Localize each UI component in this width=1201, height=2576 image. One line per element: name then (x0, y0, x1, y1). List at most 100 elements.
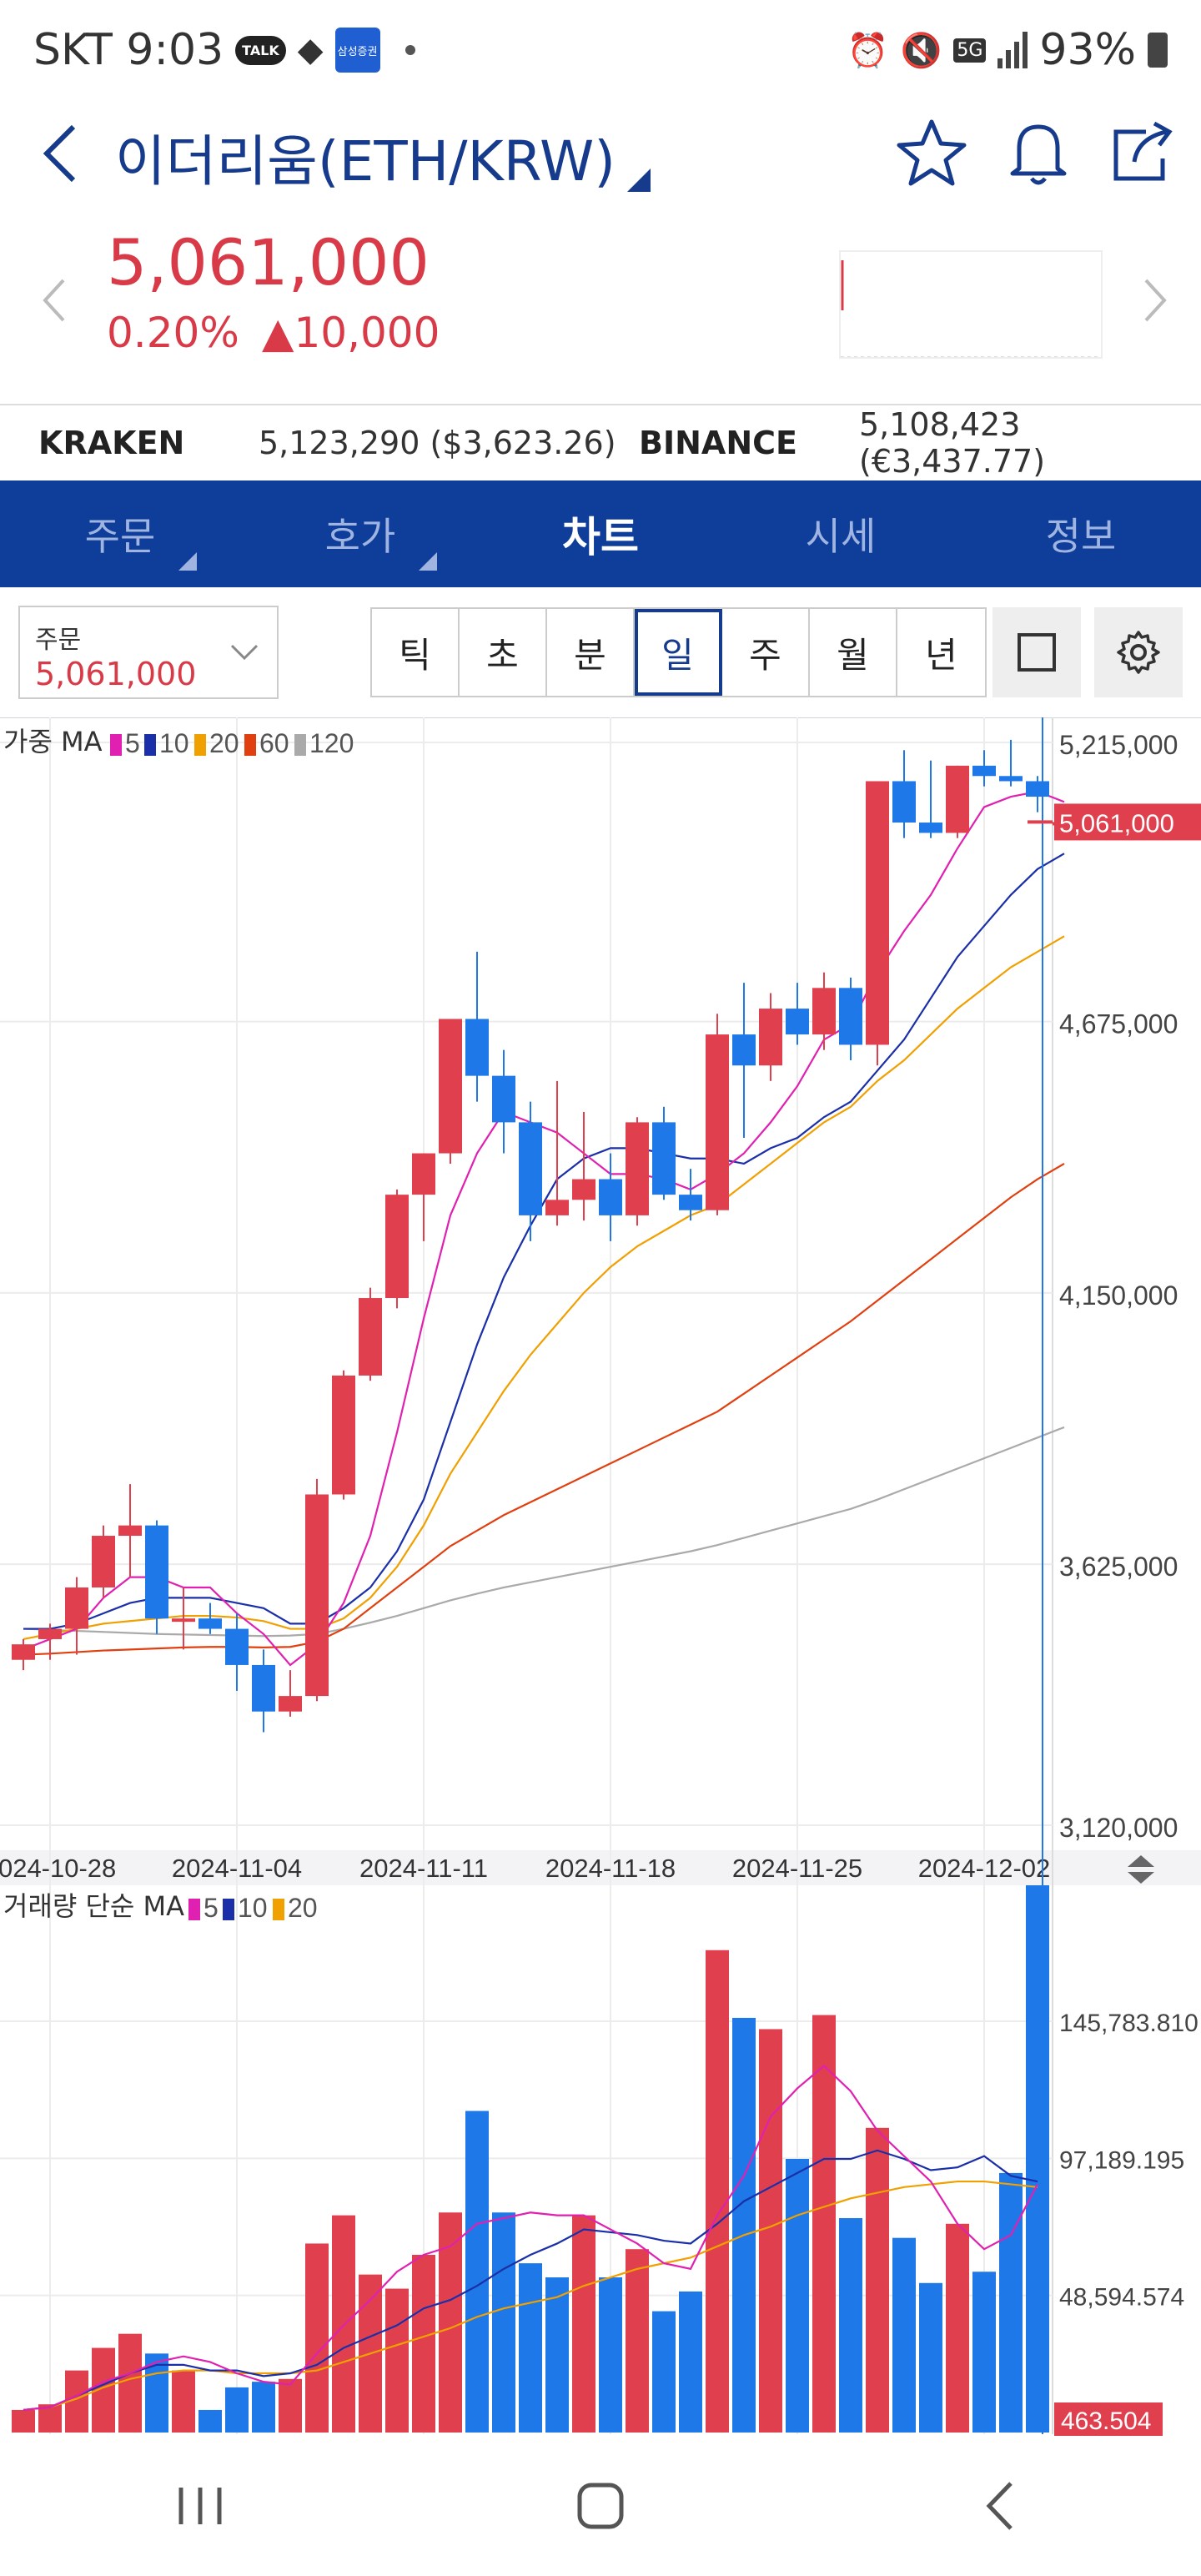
legend-label: 20 (288, 1893, 318, 1923)
candle-body (545, 1200, 569, 1215)
volume-bar (599, 2277, 622, 2433)
legend-swatch (244, 734, 256, 756)
candle-body (972, 765, 996, 777)
period-minute-button[interactable]: 분 (547, 609, 635, 696)
volume-bar (732, 2017, 756, 2433)
candle-body (359, 1298, 382, 1376)
volume-bar (572, 2215, 595, 2433)
volume-bar (465, 2111, 489, 2433)
tab-orderbook[interactable]: 호가 (240, 480, 480, 587)
volume-bar (839, 2218, 862, 2433)
candle-body (599, 1179, 622, 1215)
tab-label: 차트 (562, 513, 639, 561)
date-tick-label: 2024-11-11 (359, 1854, 488, 1883)
notification-diamond-icon: ◆ (297, 31, 324, 69)
recents-icon (178, 2488, 222, 2524)
current-price-tag (1054, 803, 1201, 841)
square-icon (1018, 633, 1056, 672)
tab-quotes[interactable]: 시세 (721, 480, 961, 587)
candle-body (892, 781, 916, 823)
volume-bar (118, 2333, 142, 2433)
volume-bar (12, 2409, 35, 2433)
price-tick-label: 5,215,000 (1059, 730, 1178, 760)
period-year-button[interactable]: 년 (925, 634, 957, 676)
volume-bar (786, 2159, 809, 2433)
volume-bar (999, 2172, 1023, 2433)
alarm-bell-icon[interactable] (1001, 115, 1076, 190)
favorite-star-icon[interactable] (894, 115, 969, 190)
exchange-name: KRAKEN (38, 425, 185, 461)
price-summary: 5,061,000 0.20% ▲10,000 (0, 217, 1201, 384)
candle-body (12, 1644, 35, 1660)
securities-app-icon: 삼성증권 (334, 28, 380, 73)
exchange-name: BINANCE (639, 425, 797, 461)
app-header: 이더리움(ETH/KRW) (0, 108, 1201, 200)
status-bar: SKT 9:03 TALK ◆ 삼성증권 ⏰ 🔇 5G 93% (0, 0, 1201, 100)
candle-body (519, 1122, 542, 1215)
chart-area[interactable]: 5,215,000 4,675,000 4,150,000 3,625,000 3,12… (0, 717, 1201, 2436)
exchange-prices: KRAKEN 5,123,290 ($3,623.26) BINANCE 5,1… (0, 404, 1201, 480)
price-volume-chart[interactable]: 5,215,000 4,675,000 4,150,000 3,625,000 3,12… (0, 717, 1201, 2436)
tab-label: 주문 (84, 514, 156, 559)
volume-bar (305, 2243, 329, 2433)
candle-body (305, 1494, 329, 1697)
recents-button[interactable] (150, 2464, 250, 2548)
period-month-button[interactable]: 월 (810, 609, 897, 696)
gear-icon (1117, 631, 1160, 674)
legend-label: 10 (159, 728, 189, 758)
page-title[interactable]: 이더리움(ETH/KRW) (115, 129, 616, 194)
volume-bar (626, 2249, 649, 2433)
price-tick-label: 4,675,000 (1059, 1009, 1178, 1039)
volume-ma10-line (23, 2149, 1038, 2412)
back-arrow-icon[interactable] (37, 120, 87, 187)
back-button[interactable] (951, 2464, 1051, 2548)
volume-bar (225, 2387, 249, 2433)
order-price-select[interactable]: 주문 5,061,000 (18, 606, 279, 699)
next-asset-arrow-icon[interactable] (1138, 275, 1171, 325)
fullscreen-button[interactable] (992, 607, 1081, 697)
prev-asset-arrow-icon[interactable] (38, 275, 72, 325)
candle-body (38, 1628, 62, 1639)
period-day-button[interactable]: 일 (635, 609, 722, 696)
pane-resize-down-icon (1128, 1872, 1154, 1884)
candle-body (118, 1525, 142, 1537)
candle-body (412, 1153, 435, 1195)
period-second-button[interactable]: 초 (460, 609, 547, 696)
tab-order[interactable]: 주문 (0, 480, 240, 587)
candle-body (679, 1195, 702, 1210)
tab-label: 정보 (1045, 514, 1117, 559)
home-button[interactable] (550, 2464, 651, 2548)
share-icon[interactable] (1104, 115, 1179, 190)
tab-chart[interactable]: 차트 (480, 480, 721, 587)
period-week-button[interactable]: 주 (722, 609, 810, 696)
candle-body (172, 1618, 195, 1623)
tab-info[interactable]: 정보 (961, 480, 1201, 587)
candle-body (198, 1618, 222, 1629)
system-nav-bar (0, 2436, 1201, 2576)
volume-bar (812, 2015, 836, 2433)
candle-body (866, 781, 889, 1045)
chart-settings-button[interactable] (1094, 607, 1183, 697)
volume-tick-label: 145,783.810 (1059, 2010, 1198, 2037)
candle-body (759, 1009, 782, 1066)
candle-body (1026, 781, 1049, 797)
volume-bar (1026, 1885, 1049, 2433)
volume-tick-label: 97,189.195 (1059, 2146, 1184, 2174)
price-ma5-line (23, 790, 1065, 1667)
submenu-corner-icon (419, 552, 437, 571)
candle-body (572, 1179, 595, 1200)
candle-body (465, 1019, 489, 1076)
network-type-icon: 5G (953, 38, 987, 63)
volume-bar (332, 2215, 355, 2433)
date-tick-label: 2024-12-02 (918, 1854, 1051, 1883)
legend-label: 5 (204, 1893, 219, 1923)
mini-intraday-chart (839, 250, 1103, 359)
exchange-value: 5,108,423 (€3,437.77) (859, 406, 1046, 480)
volume-bar (892, 2237, 916, 2433)
legend-label: 5 (125, 728, 140, 758)
title-dropdown-caret-icon[interactable] (627, 169, 651, 192)
period-tick-button[interactable]: 틱 (372, 609, 460, 696)
alarm-icon: ⏰ (847, 31, 889, 70)
legend-swatch (144, 734, 156, 756)
candle-body (626, 1122, 649, 1215)
